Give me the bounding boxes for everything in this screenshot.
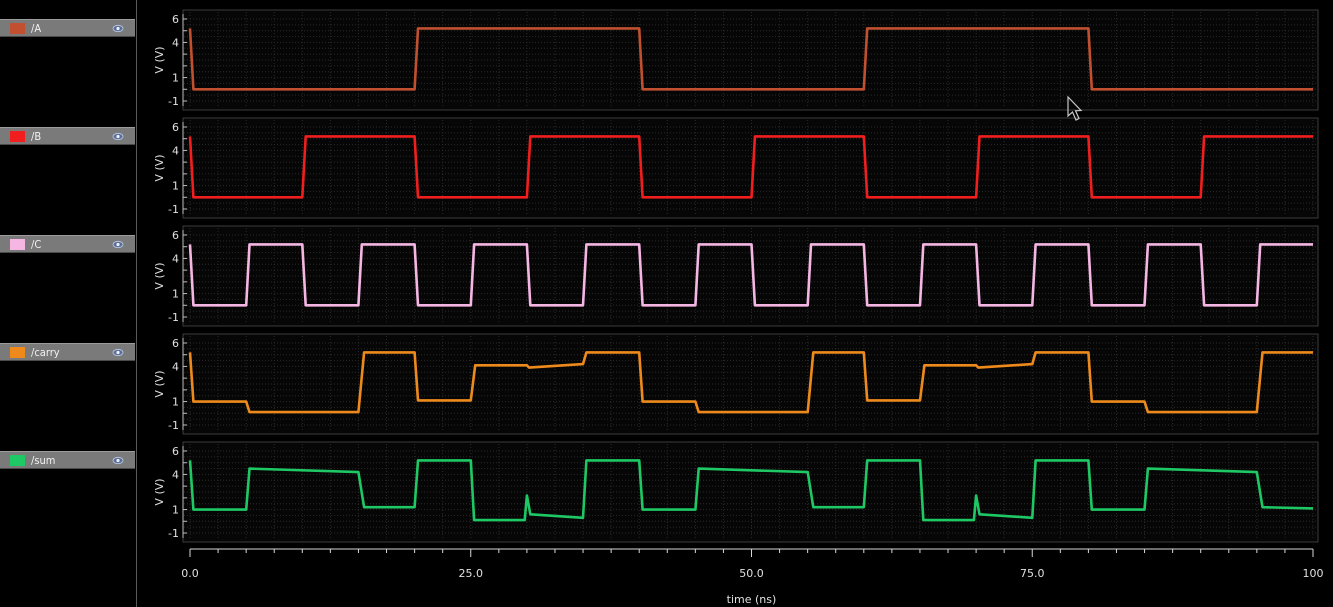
panel-background <box>182 225 1319 327</box>
signal-name: /carry <box>31 346 60 359</box>
waveform-panel: 6 4 1 -1 V (V) <box>153 441 1319 543</box>
color-swatch <box>10 455 25 466</box>
waveform-line <box>188 243 1313 307</box>
eye-icon[interactable] <box>112 239 124 250</box>
y-tick-label: -1 <box>168 311 179 324</box>
signal-tag[interactable]: /A <box>0 19 135 37</box>
y-tick-label: 4 <box>172 468 179 481</box>
x-tick-label: 100 <box>1303 567 1324 580</box>
color-swatch <box>10 347 25 358</box>
signal-name: /A <box>31 22 42 35</box>
x-tick-label: 75.0 <box>1020 567 1045 580</box>
waveform-line <box>188 351 1313 414</box>
eye-icon[interactable] <box>112 347 124 358</box>
y-axis: 6 4 1 -1 V (V) <box>153 337 187 432</box>
x-tick-label: 0.0 <box>181 567 199 580</box>
waveform-line <box>188 135 1313 199</box>
y-axis: 6 4 1 -1 V (V) <box>153 445 187 540</box>
x-axis-label: time (ns) <box>727 593 777 606</box>
color-swatch <box>10 23 25 34</box>
panel-background <box>182 117 1319 219</box>
signal-tag[interactable]: /B <box>0 127 135 145</box>
y-axis-label: V (V) <box>153 262 166 289</box>
y-tick-label: 6 <box>172 337 179 350</box>
waveform-panel: 6 4 1 -1 V (V) <box>153 117 1319 219</box>
y-tick-label: 4 <box>172 252 179 265</box>
panel-background <box>182 333 1319 435</box>
y-tick-label: 1 <box>172 72 179 85</box>
y-tick-label: 6 <box>172 229 179 242</box>
y-tick-label: 4 <box>172 360 179 373</box>
y-axis-label: V (V) <box>153 154 166 181</box>
x-tick-label: 25.0 <box>459 567 484 580</box>
y-axis: 6 4 1 -1 V (V) <box>153 121 187 216</box>
x-axis: 0.0 25.0 50.0 75.0 100 time (ns) <box>181 548 1324 606</box>
y-tick-label: 4 <box>172 144 179 157</box>
color-swatch <box>10 131 25 142</box>
y-axis-label: V (V) <box>153 370 166 397</box>
y-tick-label: -1 <box>168 527 179 540</box>
y-tick-label: 6 <box>172 121 179 134</box>
y-tick-label: -1 <box>168 95 179 108</box>
signal-name: /sum <box>31 454 56 467</box>
signal-tag[interactable]: /C <box>0 235 135 253</box>
panel-background <box>182 441 1319 543</box>
eye-icon[interactable] <box>112 23 124 34</box>
mouse-pointer-icon <box>1067 95 1083 121</box>
y-tick-label: 1 <box>172 396 179 409</box>
x-tick-label: 50.0 <box>739 567 764 580</box>
y-tick-label: -1 <box>168 203 179 216</box>
signal-name: /B <box>31 130 42 143</box>
y-tick-label: 1 <box>172 504 179 517</box>
waveform-panel: 6 4 1 -1 V (V) <box>153 225 1319 327</box>
y-axis: 6 4 1 -1 V (V) <box>153 13 187 108</box>
eye-icon[interactable] <box>112 131 124 142</box>
y-tick-label: 1 <box>172 288 179 301</box>
y-tick-label: 1 <box>172 180 179 193</box>
grid <box>184 336 1317 432</box>
y-axis-label: V (V) <box>153 46 166 73</box>
signal-tag[interactable]: /sum <box>0 451 135 469</box>
y-axis-label: V (V) <box>153 478 166 505</box>
signal-name: /C <box>31 238 42 251</box>
y-axis: 6 4 1 -1 V (V) <box>153 229 187 324</box>
y-tick-label: 4 <box>172 36 179 49</box>
color-swatch <box>10 239 25 250</box>
signal-tag[interactable]: /carry <box>0 343 135 361</box>
eye-icon[interactable] <box>112 455 124 466</box>
panel-background <box>182 9 1319 111</box>
waveform-line <box>188 27 1313 91</box>
signal-list-panel: /A/B/C/carry/sum <box>0 0 137 607</box>
waveform-panel: 6 4 1 -1 V (V) <box>153 9 1319 111</box>
grid <box>184 444 1317 540</box>
y-tick-label: -1 <box>168 419 179 432</box>
y-tick-label: 6 <box>172 13 179 26</box>
waveform-line <box>188 459 1314 522</box>
y-tick-label: 6 <box>172 445 179 458</box>
waveform-panel: 6 4 1 -1 V (V) <box>153 333 1319 435</box>
